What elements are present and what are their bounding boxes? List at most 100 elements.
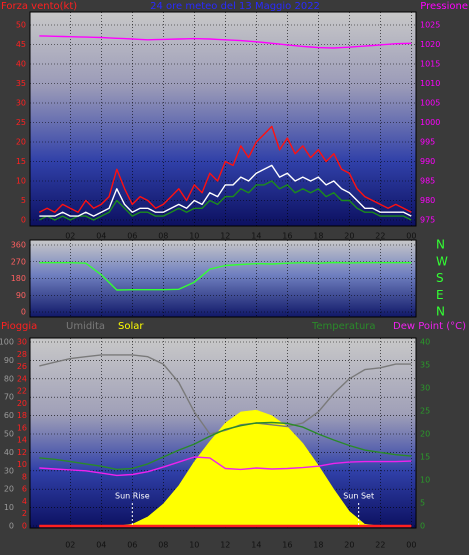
x-tick-label: 20	[344, 541, 354, 550]
y-tick-label: 10	[420, 476, 430, 485]
y-tick-label: 5	[420, 499, 425, 508]
y-tick-label: 20	[16, 138, 26, 147]
x-tick-label: 20	[344, 232, 354, 241]
y-tick-label: 70	[4, 393, 14, 402]
y-tick-label: 20	[17, 399, 27, 408]
y-tick-label: 30	[420, 384, 430, 393]
series-line	[39, 456, 412, 477]
y-tick-label: 40	[4, 448, 14, 457]
y-tick-label: 14	[17, 436, 27, 445]
y-tick-label: 50	[4, 430, 14, 439]
y-tick-label: 1000	[420, 118, 440, 127]
x-tick-label: 04	[96, 232, 106, 241]
y-tick-label: 10	[16, 177, 26, 186]
y-tick-label: 995	[420, 138, 435, 147]
x-tick-label: 12	[220, 232, 230, 241]
annotation-label: Sun Set	[343, 492, 374, 501]
y-tick-label: 35	[16, 79, 26, 88]
header-label: 24 ore meteo del 13 Maggio 2022	[150, 1, 320, 12]
y-tick-label: N	[436, 305, 445, 319]
y-tick-label: 5	[21, 196, 26, 205]
y-tick-label: 20	[4, 485, 14, 494]
y-tick-label: 90	[4, 356, 14, 365]
x-tick-label: 10	[189, 232, 199, 241]
series-line	[38, 125, 412, 213]
y-tick-label: 1015	[420, 60, 440, 69]
y-tick-label: 0	[21, 216, 26, 225]
y-tick-label: W	[436, 254, 448, 268]
legend-label: Temperatura	[311, 321, 376, 332]
y-tick-label: 80	[4, 374, 14, 383]
y-tick-label: 26	[17, 362, 27, 371]
y-tick-label: E	[436, 288, 444, 302]
x-tick-label: 08	[158, 232, 168, 241]
y-tick-label: 90	[16, 291, 26, 300]
y-tick-label: N	[436, 238, 445, 252]
x-tick-label: 22	[375, 232, 385, 241]
x-tick-label: 02	[65, 541, 75, 550]
y-tick-label: S	[436, 271, 444, 285]
y-tick-label: 25	[16, 118, 26, 127]
y-tick-label: 2	[22, 509, 27, 518]
y-tick-label: 30	[4, 466, 14, 475]
y-tick-label: 15	[420, 453, 430, 462]
y-tick-label: 1025	[420, 21, 440, 30]
y-tick-label: 18	[17, 411, 27, 420]
y-tick-label: 30	[17, 338, 27, 347]
y-tick-label: 1005	[420, 99, 440, 108]
x-tick-label: 04	[96, 541, 106, 550]
x-tick-label: 16	[282, 232, 292, 241]
series-line	[39, 354, 412, 435]
y-tick-label: 6	[22, 485, 27, 494]
series-line	[39, 35, 412, 49]
y-tick-label: 40	[16, 60, 26, 69]
x-tick-label: 06	[127, 541, 137, 550]
y-tick-label: 15	[16, 157, 26, 166]
y-tick-label: 270	[11, 257, 26, 266]
legend-label: Pioggia	[1, 321, 37, 332]
y-tick-label: 12	[17, 448, 27, 457]
y-tick-label: 100	[0, 338, 14, 347]
annotation-label: Sun Rise	[115, 492, 150, 501]
y-tick-label: 4	[22, 497, 27, 506]
header-label: Forza vento(kt)	[1, 1, 77, 12]
legend-label: Solar	[118, 321, 144, 332]
y-tick-label: 180	[11, 274, 26, 283]
y-tick-label: 16	[17, 423, 27, 432]
x-tick-label: 14	[251, 541, 261, 550]
y-tick-label: 975	[420, 216, 435, 225]
y-tick-label: 0	[9, 522, 14, 531]
y-tick-label: 60	[4, 411, 14, 420]
y-tick-label: 1020	[420, 40, 440, 49]
y-tick-label: 1010	[420, 79, 440, 88]
series-line	[39, 261, 412, 291]
series-line	[39, 421, 412, 471]
y-tick-label: 0	[22, 522, 27, 531]
x-tick-label: 06	[127, 232, 137, 241]
y-tick-label: 0	[420, 522, 425, 531]
y-tick-label: 40	[420, 338, 430, 347]
y-tick-label: 10	[4, 503, 14, 512]
header-label: Pressione	[420, 1, 468, 12]
y-tick-label: 24	[17, 374, 27, 383]
y-tick-label: 50	[16, 21, 26, 30]
y-tick-label: 360	[11, 241, 26, 250]
y-tick-label: 980	[420, 196, 435, 205]
y-tick-label: 25	[420, 407, 430, 416]
x-tick-label: 08	[158, 541, 168, 550]
y-tick-label: 985	[420, 177, 435, 186]
y-tick-label: 20	[420, 430, 430, 439]
y-tick-label: 22	[17, 387, 27, 396]
y-tick-label: 8	[22, 472, 27, 481]
y-tick-label: 45	[16, 40, 26, 49]
series-line	[38, 180, 412, 221]
x-tick-label: 02	[65, 232, 75, 241]
x-tick-label: 00	[406, 541, 416, 550]
x-tick-label: 18	[313, 232, 323, 241]
y-tick-label: 0	[21, 308, 26, 317]
y-tick-label: 10	[17, 460, 27, 469]
x-tick-label: 18	[313, 541, 323, 550]
x-tick-label: 10	[189, 541, 199, 550]
